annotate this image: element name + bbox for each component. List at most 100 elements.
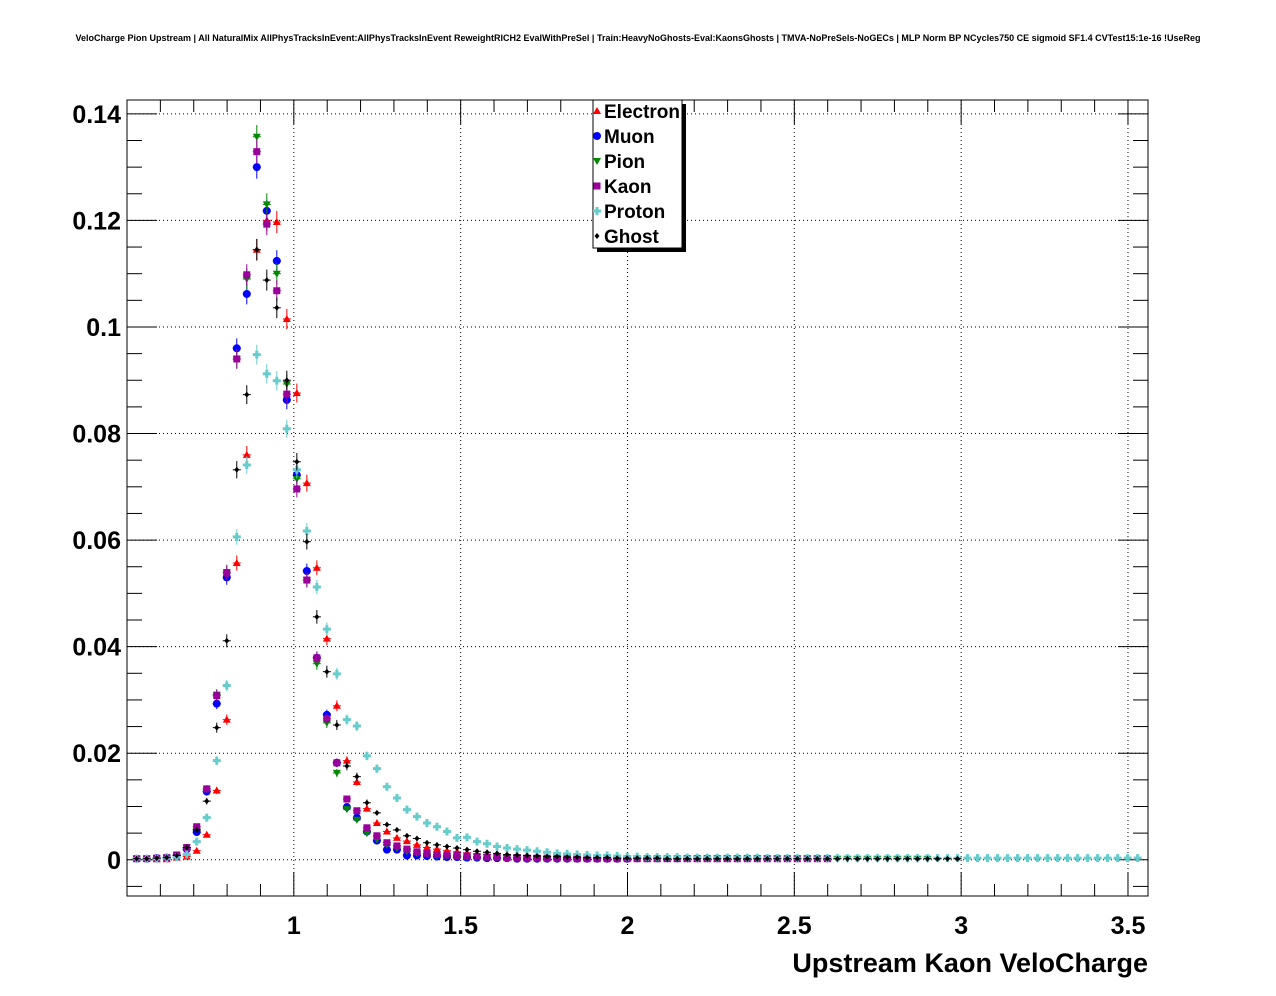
data-point-proton xyxy=(382,782,391,791)
data-point-ghost xyxy=(304,538,310,545)
data-point-ghost xyxy=(454,845,460,852)
data-point-electron xyxy=(232,559,241,567)
data-point-proton xyxy=(422,819,431,828)
data-point-ghost xyxy=(414,835,420,842)
data-point-proton xyxy=(1033,854,1042,863)
data-point-electron xyxy=(192,846,201,854)
legend-marker-pion-icon xyxy=(593,158,601,165)
plot-title: VeloCharge Pion Upstream | All NaturalMi… xyxy=(75,33,1201,43)
data-point-ghost xyxy=(504,851,510,858)
data-point-proton xyxy=(513,845,522,854)
data-point-ghost xyxy=(534,853,540,860)
data-point-muon xyxy=(302,566,311,575)
x-tick-label: 1 xyxy=(287,912,301,940)
data-point-proton xyxy=(282,424,291,433)
data-point-proton xyxy=(543,848,552,857)
legend-label-kaon: Kaon xyxy=(604,177,652,198)
data-point-proton xyxy=(212,756,221,765)
data-point-muon xyxy=(272,256,281,265)
data-point-kaon xyxy=(223,569,231,577)
data-point-ghost xyxy=(204,798,210,805)
data-point-ghost xyxy=(274,304,280,311)
data-point-proton xyxy=(1003,854,1012,863)
data-point-proton xyxy=(1073,854,1082,863)
data-point-proton xyxy=(402,805,411,814)
data-point-proton xyxy=(312,582,321,591)
legend-marker-ghost-icon xyxy=(594,233,600,239)
legend-marker-kaon-icon xyxy=(593,182,601,190)
legend-marker-proton-icon xyxy=(593,207,601,215)
data-point-proton xyxy=(362,751,371,760)
data-point-electron xyxy=(382,827,391,835)
data-point-kaon xyxy=(403,845,411,853)
data-point-electron xyxy=(432,845,441,853)
data-point-proton xyxy=(483,839,492,848)
data-point-ghost xyxy=(144,855,150,862)
data-point-ghost xyxy=(194,826,200,833)
data-point-electron xyxy=(372,819,381,827)
series-electron xyxy=(132,209,732,863)
data-point-ghost xyxy=(564,854,570,861)
data-point-kaon xyxy=(383,839,391,847)
data-point-ghost xyxy=(924,855,930,862)
data-point-electron xyxy=(412,840,421,848)
data-point-ghost xyxy=(874,855,880,862)
data-point-proton xyxy=(222,681,231,690)
data-point-proton xyxy=(973,854,982,863)
data-point-ghost xyxy=(174,852,180,859)
data-point-kaon xyxy=(233,355,241,363)
data-point-ghost xyxy=(904,855,910,862)
data-point-ghost xyxy=(574,854,580,861)
data-point-muon xyxy=(212,699,221,708)
data-point-ghost xyxy=(604,854,610,861)
data-point-proton xyxy=(1093,854,1102,863)
data-point-pion xyxy=(362,830,371,838)
data-point-ghost xyxy=(694,855,700,862)
data-point-proton xyxy=(523,846,532,855)
data-point-ghost xyxy=(754,855,760,862)
data-point-proton xyxy=(352,722,361,731)
data-point-proton xyxy=(1123,854,1132,863)
data-point-kaon xyxy=(463,852,471,860)
legend-box xyxy=(592,99,683,249)
data-point-electron xyxy=(362,804,371,812)
data-point-proton xyxy=(1113,854,1122,863)
data-point-proton xyxy=(1063,854,1072,863)
data-point-ghost xyxy=(554,853,560,860)
data-point-ghost xyxy=(844,855,850,862)
legend-label-pion: Pion xyxy=(604,152,645,173)
data-point-proton xyxy=(262,369,271,378)
data-point-muon xyxy=(382,845,391,854)
data-point-ghost xyxy=(474,848,480,855)
data-point-proton xyxy=(302,527,311,536)
data-point-ghost xyxy=(644,855,650,862)
data-point-kaon xyxy=(493,853,501,861)
data-point-ghost xyxy=(394,826,400,833)
data-point-ghost xyxy=(914,855,920,862)
data-point-ghost xyxy=(544,853,550,860)
data-point-ghost xyxy=(314,613,320,620)
data-point-electron xyxy=(312,563,321,571)
data-point-kaon xyxy=(333,759,341,767)
data-point-proton xyxy=(372,764,381,773)
data-point-ghost xyxy=(944,855,950,862)
data-point-ghost xyxy=(674,855,680,862)
data-point-proton xyxy=(533,847,542,856)
y-tick-label: 0.08 xyxy=(72,421,121,449)
data-point-ghost xyxy=(764,855,770,862)
data-point-ghost xyxy=(774,855,780,862)
data-point-proton xyxy=(232,532,241,541)
legend-label-electron: Electron xyxy=(604,102,680,123)
data-point-proton xyxy=(252,350,261,359)
data-point-kaon xyxy=(353,807,361,815)
data-point-kaon xyxy=(293,485,301,493)
data-point-pion xyxy=(312,660,321,668)
data-point-ghost xyxy=(784,855,790,862)
data-point-proton xyxy=(332,669,341,678)
data-point-pion xyxy=(342,806,351,814)
data-point-ghost xyxy=(804,855,810,862)
data-point-ghost xyxy=(464,846,470,853)
data-point-kaon xyxy=(453,852,461,860)
data-point-proton xyxy=(1103,854,1112,863)
